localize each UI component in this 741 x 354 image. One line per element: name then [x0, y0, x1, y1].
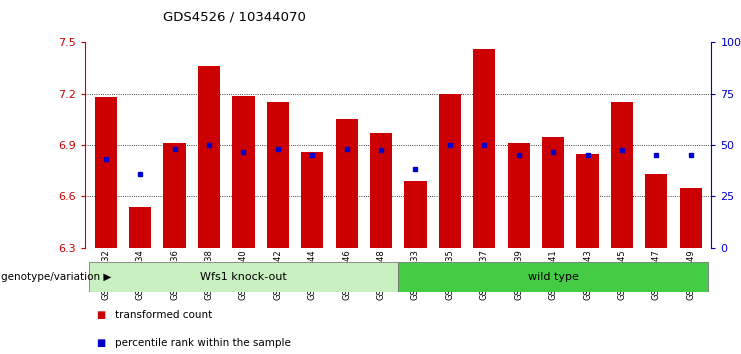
Text: genotype/variation ▶: genotype/variation ▶ [1, 272, 112, 282]
Bar [611, 102, 633, 248]
Bar [399, 262, 708, 292]
Bar [336, 119, 358, 248]
Bar [679, 188, 702, 248]
Text: ■: ■ [96, 338, 105, 348]
Text: GDS4526 / 10344070: GDS4526 / 10344070 [163, 11, 306, 24]
Text: transformed count: transformed count [115, 310, 212, 320]
Bar [267, 102, 289, 248]
Bar [370, 133, 392, 248]
Text: ■: ■ [96, 310, 105, 320]
Bar [473, 49, 496, 248]
Bar [405, 181, 427, 248]
Bar [89, 262, 399, 292]
Bar [645, 174, 668, 248]
Text: percentile rank within the sample: percentile rank within the sample [115, 338, 290, 348]
Text: wild type: wild type [528, 272, 579, 282]
Bar [542, 137, 565, 248]
Bar [95, 97, 117, 248]
Bar [301, 152, 324, 248]
Bar [508, 143, 530, 248]
Bar [232, 96, 255, 248]
Bar [164, 143, 186, 248]
Bar [576, 154, 599, 248]
Bar [129, 207, 151, 248]
Text: Wfs1 knock-out: Wfs1 knock-out [200, 272, 287, 282]
Bar [439, 94, 461, 248]
Bar [198, 67, 220, 248]
